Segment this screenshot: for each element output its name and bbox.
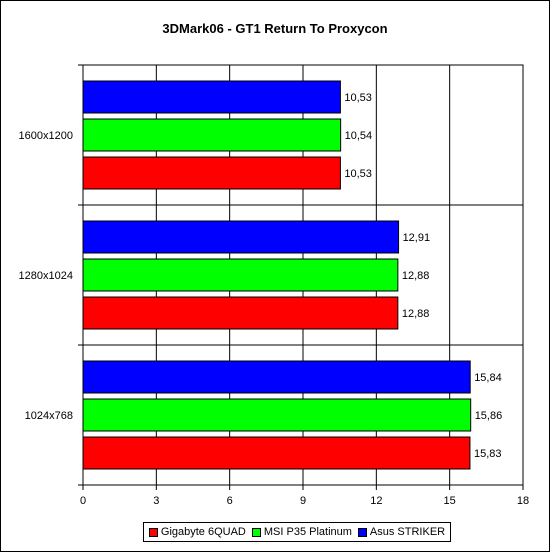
bar [82, 156, 341, 190]
bar [82, 296, 399, 330]
legend: Gigabyte 6QUAD MSI P35 Platinum Asus STRIK… [143, 522, 451, 542]
chart-title: 3DMark06 - GT1 Return To Proxycon [162, 21, 388, 36]
data-label: 15,83 [474, 448, 502, 460]
bar [82, 220, 400, 254]
legend-swatch [357, 527, 367, 537]
legend-swatch [148, 527, 158, 537]
x-tick-label: 6 [227, 495, 233, 507]
data-label: 12,88 [402, 308, 430, 320]
category-label: 1600x1200 [19, 130, 73, 142]
data-label: 12,91 [403, 232, 431, 244]
data-label: 15,86 [475, 410, 503, 422]
bar [82, 360, 471, 394]
bar [82, 436, 471, 470]
x-tick-label: 15 [444, 495, 456, 507]
category-label: 1024x768 [25, 410, 73, 422]
legend-label: Asus STRIKER [369, 526, 446, 538]
data-label: 10,53 [344, 92, 372, 104]
bar [82, 398, 472, 432]
legend-label: MSI P35 Platinum [263, 526, 352, 538]
data-label: 15,84 [474, 372, 502, 384]
x-tick-label: 3 [153, 495, 159, 507]
legend-item: Asus STRIKER [357, 526, 446, 538]
data-label: 12,88 [402, 270, 430, 282]
bar [82, 80, 341, 114]
bar [82, 118, 342, 152]
legend-swatch [251, 527, 261, 537]
category-label: 1280x1024 [19, 270, 73, 282]
data-label: 10,54 [345, 130, 373, 142]
x-tick-label: 0 [80, 495, 86, 507]
x-tick-label: 9 [300, 495, 306, 507]
legend-item: MSI P35 Platinum [251, 526, 352, 538]
x-tick-label: 12 [370, 495, 382, 507]
legend-label: Gigabyte 6QUAD [160, 526, 246, 538]
x-tick-label: 18 [517, 495, 529, 507]
legend-item: Gigabyte 6QUAD [148, 526, 246, 538]
bar [82, 258, 399, 292]
data-label: 10,53 [344, 168, 372, 180]
